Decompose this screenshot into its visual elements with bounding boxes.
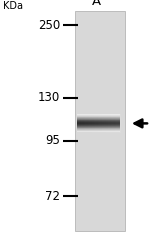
Bar — [108, 114, 109, 133]
Bar — [77, 124, 120, 125]
Bar — [77, 115, 120, 116]
Text: KDa: KDa — [3, 1, 23, 11]
Bar — [119, 114, 121, 133]
Bar — [77, 121, 120, 122]
Bar — [109, 114, 111, 133]
Text: A: A — [92, 0, 101, 8]
Bar — [105, 114, 106, 133]
Bar — [91, 114, 92, 133]
Bar — [81, 114, 82, 133]
Bar — [77, 117, 120, 118]
Text: 250: 250 — [38, 19, 60, 32]
Bar — [95, 114, 96, 133]
Bar — [77, 131, 120, 132]
Bar — [77, 126, 120, 127]
Bar — [77, 130, 120, 131]
Bar — [77, 119, 120, 120]
Bar — [101, 114, 102, 133]
Bar — [77, 122, 120, 123]
Bar — [89, 114, 91, 133]
Bar — [77, 123, 120, 124]
Bar — [77, 129, 120, 130]
Bar — [96, 114, 98, 133]
Bar — [85, 114, 87, 133]
Bar — [106, 114, 108, 133]
Bar — [98, 114, 99, 133]
Bar — [77, 118, 120, 119]
Bar — [94, 114, 95, 133]
Bar — [77, 128, 120, 129]
Bar — [77, 120, 120, 121]
Bar — [77, 125, 120, 126]
Bar — [99, 114, 101, 133]
Bar — [77, 127, 120, 128]
Bar — [77, 116, 120, 117]
Bar — [77, 114, 120, 115]
Bar — [102, 114, 104, 133]
Bar — [82, 114, 84, 133]
Bar — [75, 11, 124, 231]
Text: 72: 72 — [45, 190, 60, 203]
Bar — [112, 114, 114, 133]
Bar — [92, 114, 94, 133]
Bar — [114, 114, 115, 133]
Bar — [87, 114, 88, 133]
Text: 95: 95 — [45, 134, 60, 147]
Bar — [84, 114, 85, 133]
Bar — [118, 114, 119, 133]
Bar — [115, 114, 116, 133]
Bar — [116, 114, 118, 133]
Bar — [104, 114, 105, 133]
Text: 130: 130 — [38, 91, 60, 104]
Bar — [78, 114, 79, 133]
Bar — [79, 114, 81, 133]
Bar — [88, 114, 89, 133]
Bar — [111, 114, 112, 133]
